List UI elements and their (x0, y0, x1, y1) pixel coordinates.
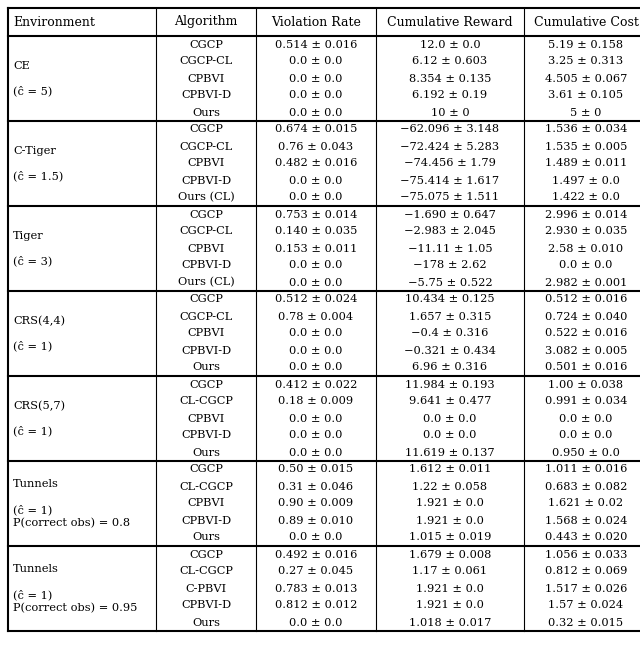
Text: 0.412 ± 0.022: 0.412 ± 0.022 (275, 380, 357, 390)
Text: 0.674 ± 0.015: 0.674 ± 0.015 (275, 124, 357, 135)
Text: −75.075 ± 1.511: −75.075 ± 1.511 (401, 193, 500, 202)
Text: 3.25 ± 0.313: 3.25 ± 0.313 (548, 57, 623, 66)
Text: −75.414 ± 1.617: −75.414 ± 1.617 (401, 175, 500, 185)
Text: CGCP: CGCP (189, 124, 223, 135)
Text: 11.984 ± 0.193: 11.984 ± 0.193 (405, 380, 495, 390)
Text: 0.812 ± 0.012: 0.812 ± 0.012 (275, 600, 357, 610)
Text: 0.443 ± 0.020: 0.443 ± 0.020 (545, 533, 627, 543)
Text: 3.082 ± 0.005: 3.082 ± 0.005 (545, 346, 627, 355)
Text: 0.153 ± 0.011: 0.153 ± 0.011 (275, 244, 357, 254)
Text: −74.456 ± 1.79: −74.456 ± 1.79 (404, 158, 496, 168)
Text: −0.4 ± 0.316: −0.4 ± 0.316 (412, 328, 489, 338)
Text: 0.950 ± 0.0: 0.950 ± 0.0 (552, 447, 620, 457)
Text: 0.522 ± 0.016: 0.522 ± 0.016 (545, 328, 627, 338)
Text: 0.0 ± 0.0: 0.0 ± 0.0 (289, 363, 342, 373)
Text: 10 ± 0: 10 ± 0 (431, 108, 469, 118)
Text: Tunnels

(ĉ = 1)
P(correct obs) = 0.95: Tunnels (ĉ = 1) P(correct obs) = 0.95 (13, 564, 138, 613)
Text: 9.641 ± 0.477: 9.641 ± 0.477 (409, 397, 491, 407)
Text: 10.434 ± 0.125: 10.434 ± 0.125 (405, 294, 495, 304)
Text: 0.783 ± 0.013: 0.783 ± 0.013 (275, 583, 357, 593)
Text: 3.61 ± 0.105: 3.61 ± 0.105 (548, 91, 623, 101)
Text: 1.00 ± 0.038: 1.00 ± 0.038 (548, 380, 623, 390)
Text: CPBVI: CPBVI (188, 158, 225, 168)
Text: 0.501 ± 0.016: 0.501 ± 0.016 (545, 363, 627, 373)
Text: 0.0 ± 0.0: 0.0 ± 0.0 (289, 413, 342, 424)
Text: Cumulative Reward: Cumulative Reward (387, 16, 513, 28)
Text: 0.0 ± 0.0: 0.0 ± 0.0 (559, 413, 612, 424)
Text: C-PBVI: C-PBVI (186, 583, 227, 593)
Text: 0.753 ± 0.014: 0.753 ± 0.014 (275, 210, 357, 219)
Text: CL-CGCP: CL-CGCP (179, 482, 233, 491)
Text: 0.89 ± 0.010: 0.89 ± 0.010 (278, 516, 353, 526)
Text: 1.489 ± 0.011: 1.489 ± 0.011 (545, 158, 627, 168)
Text: 0.724 ± 0.040: 0.724 ± 0.040 (545, 311, 627, 321)
Text: 0.482 ± 0.016: 0.482 ± 0.016 (275, 158, 357, 168)
Text: −0.321 ± 0.434: −0.321 ± 0.434 (404, 346, 496, 355)
Text: 0.31 ± 0.046: 0.31 ± 0.046 (278, 482, 353, 491)
Text: 0.0 ± 0.0: 0.0 ± 0.0 (289, 447, 342, 457)
Text: 0.27 ± 0.045: 0.27 ± 0.045 (278, 566, 353, 576)
Text: C-Tiger

(ĉ = 1.5): C-Tiger (ĉ = 1.5) (13, 146, 63, 181)
Text: −2.983 ± 2.045: −2.983 ± 2.045 (404, 227, 496, 237)
Text: 0.0 ± 0.0: 0.0 ± 0.0 (559, 430, 612, 440)
Text: 6.192 ± 0.19: 6.192 ± 0.19 (412, 91, 488, 101)
Text: Ours (CL): Ours (CL) (178, 277, 234, 288)
Text: Ours: Ours (192, 618, 220, 627)
Text: 6.96 ± 0.316: 6.96 ± 0.316 (412, 363, 488, 373)
Text: 0.683 ± 0.082: 0.683 ± 0.082 (545, 482, 627, 491)
Text: −62.096 ± 3.148: −62.096 ± 3.148 (401, 124, 500, 135)
Text: 0.991 ± 0.034: 0.991 ± 0.034 (545, 397, 627, 407)
Text: 1.921 ± 0.0: 1.921 ± 0.0 (416, 600, 484, 610)
Text: 0.0 ± 0.0: 0.0 ± 0.0 (289, 533, 342, 543)
Text: CPBVI: CPBVI (188, 328, 225, 338)
Text: 0.512 ± 0.024: 0.512 ± 0.024 (275, 294, 357, 304)
Text: 1.056 ± 0.033: 1.056 ± 0.033 (545, 549, 627, 560)
Text: Ours: Ours (192, 533, 220, 543)
Text: CPBVI-D: CPBVI-D (181, 516, 231, 526)
Text: 1.497 ± 0.0: 1.497 ± 0.0 (552, 175, 620, 185)
Text: CGCP: CGCP (189, 549, 223, 560)
Text: Tunnels

(ĉ = 1)
P(correct obs) = 0.8: Tunnels (ĉ = 1) P(correct obs) = 0.8 (13, 479, 130, 528)
Text: 0.0 ± 0.0: 0.0 ± 0.0 (289, 57, 342, 66)
Text: 1.921 ± 0.0: 1.921 ± 0.0 (416, 499, 484, 509)
Text: CPBVI: CPBVI (188, 413, 225, 424)
Text: 1.517 ± 0.026: 1.517 ± 0.026 (545, 583, 627, 593)
Text: 0.0 ± 0.0: 0.0 ± 0.0 (423, 430, 477, 440)
Text: −178 ± 2.62: −178 ± 2.62 (413, 260, 487, 271)
Text: 0.50 ± 0.015: 0.50 ± 0.015 (278, 464, 353, 474)
Text: Violation Rate: Violation Rate (271, 16, 361, 28)
Text: CPBVI-D: CPBVI-D (181, 91, 231, 101)
Text: 0.0 ± 0.0: 0.0 ± 0.0 (559, 260, 612, 271)
Text: 1.612 ± 0.011: 1.612 ± 0.011 (409, 464, 491, 474)
Text: 5 ± 0: 5 ± 0 (570, 108, 602, 118)
Text: −72.424 ± 5.283: −72.424 ± 5.283 (401, 141, 500, 152)
Text: CGCP-CL: CGCP-CL (179, 141, 232, 152)
Text: Algorithm: Algorithm (174, 16, 237, 28)
Text: CGCP: CGCP (189, 380, 223, 390)
Text: 5.19 ± 0.158: 5.19 ± 0.158 (548, 39, 623, 49)
Text: 0.78 ± 0.004: 0.78 ± 0.004 (278, 311, 353, 321)
Text: 0.32 ± 0.015: 0.32 ± 0.015 (548, 618, 623, 627)
Text: Ours (CL): Ours (CL) (178, 193, 234, 202)
Text: 0.0 ± 0.0: 0.0 ± 0.0 (289, 108, 342, 118)
Text: 1.921 ± 0.0: 1.921 ± 0.0 (416, 516, 484, 526)
Text: CPBVI: CPBVI (188, 244, 225, 254)
Text: CPBVI: CPBVI (188, 74, 225, 83)
Text: 1.568 ± 0.024: 1.568 ± 0.024 (545, 516, 627, 526)
Text: 1.422 ± 0.0: 1.422 ± 0.0 (552, 193, 620, 202)
Text: 0.492 ± 0.016: 0.492 ± 0.016 (275, 549, 357, 560)
Text: 0.0 ± 0.0: 0.0 ± 0.0 (289, 618, 342, 627)
Text: 1.921 ± 0.0: 1.921 ± 0.0 (416, 583, 484, 593)
Text: 0.0 ± 0.0: 0.0 ± 0.0 (289, 430, 342, 440)
Text: 0.90 ± 0.009: 0.90 ± 0.009 (278, 499, 353, 509)
Text: 1.17 ± 0.061: 1.17 ± 0.061 (412, 566, 488, 576)
Text: 0.514 ± 0.016: 0.514 ± 0.016 (275, 39, 357, 49)
Text: 0.0 ± 0.0: 0.0 ± 0.0 (289, 277, 342, 288)
Text: 1.011 ± 0.016: 1.011 ± 0.016 (545, 464, 627, 474)
Text: 0.140 ± 0.035: 0.140 ± 0.035 (275, 227, 357, 237)
Text: 1.657 ± 0.315: 1.657 ± 0.315 (409, 311, 491, 321)
Text: 2.996 ± 0.014: 2.996 ± 0.014 (545, 210, 627, 219)
Text: CGCP-CL: CGCP-CL (179, 227, 232, 237)
Text: 0.0 ± 0.0: 0.0 ± 0.0 (289, 175, 342, 185)
Text: CGCP: CGCP (189, 464, 223, 474)
